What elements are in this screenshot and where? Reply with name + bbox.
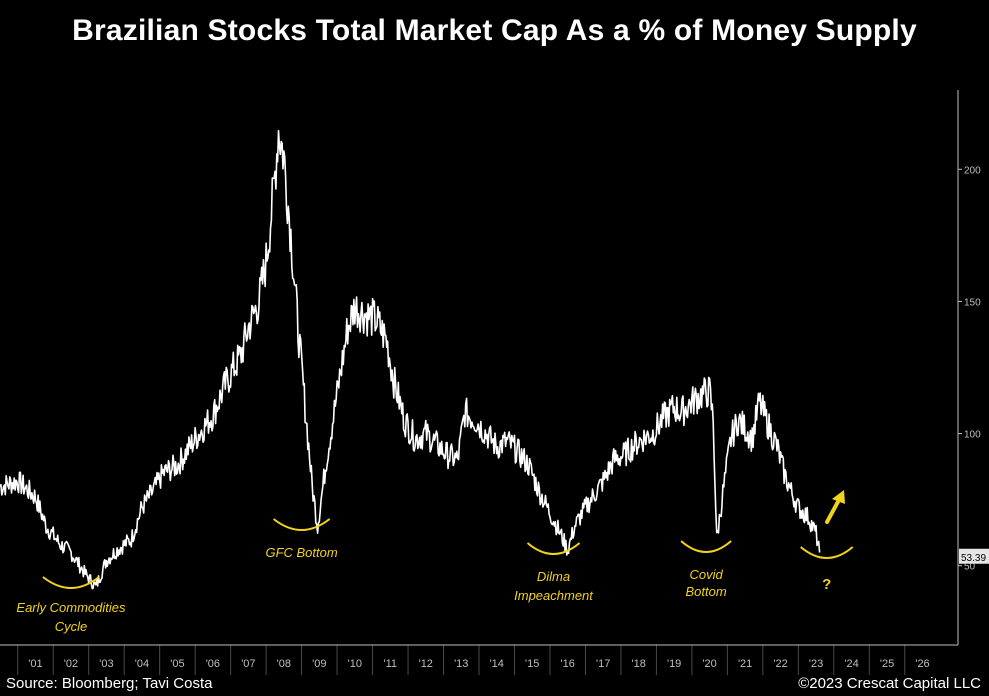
x-tick-label: '13 bbox=[454, 658, 468, 670]
x-tick-label: '23 bbox=[809, 658, 823, 670]
x-tick-label: '16 bbox=[561, 658, 575, 670]
y-tick-label: 50 bbox=[964, 562, 976, 573]
y-tick-label: 150 bbox=[964, 297, 981, 308]
x-tick-label: '21 bbox=[738, 658, 752, 670]
arrow-layer bbox=[825, 490, 845, 524]
copyright-note: ©2023 Crescat Capital LLC bbox=[798, 675, 981, 692]
chart-title: Brazilian Stocks Total Market Cap As a %… bbox=[72, 14, 917, 47]
x-tick-label: '24 bbox=[844, 658, 858, 670]
x-tick-label: '14 bbox=[490, 658, 504, 670]
x-tick-label: '12 bbox=[419, 658, 433, 670]
x-tick-label: '02 bbox=[64, 658, 78, 670]
x-tick-label: '04 bbox=[135, 658, 149, 670]
x-tick-label: '19 bbox=[667, 658, 681, 670]
up-arrow-head-icon bbox=[832, 490, 845, 504]
annotation-arc bbox=[526, 542, 581, 555]
annotation-label: Dilma bbox=[537, 569, 570, 584]
annotation-layer: Early Commodities Cycle GFC Bottom Dilma Imp… bbox=[16, 518, 854, 634]
x-tick-label: '26 bbox=[915, 658, 929, 670]
last-value-box bbox=[959, 548, 989, 564]
y-tick-label: 100 bbox=[964, 430, 981, 441]
x-tick-label: '11 bbox=[384, 658, 398, 670]
annotation-label: GFC Bottom bbox=[265, 545, 337, 560]
x-tick-label: '07 bbox=[241, 658, 255, 670]
axis-layer: 200 150 100 50 '01 '02 '03 '04 '05 '06 '07 '08 '09 '1… bbox=[0, 90, 981, 670]
last-value-layer: 53.39 bbox=[959, 548, 989, 564]
annotation-label: Covid bbox=[689, 567, 723, 582]
grid-layer bbox=[17, 645, 906, 675]
x-tick-label: '25 bbox=[880, 658, 894, 670]
annotation-label-line2: Bottom bbox=[685, 584, 726, 599]
x-tick-label: '01 bbox=[28, 658, 42, 670]
x-tick-label: '18 bbox=[631, 658, 645, 670]
x-tick-label: '06 bbox=[206, 658, 220, 670]
x-tick-label: '15 bbox=[525, 658, 539, 670]
x-tick-label: '22 bbox=[773, 658, 787, 670]
up-arrow-icon bbox=[825, 496, 842, 524]
last-value-label: 53.39 bbox=[961, 553, 986, 564]
annotation-arc bbox=[680, 540, 732, 553]
x-tick-label: '03 bbox=[99, 658, 113, 670]
annotation-label-line2: Impeachment bbox=[514, 588, 594, 603]
annotation-label: Early Commodities bbox=[16, 600, 126, 615]
annotation-arc bbox=[272, 518, 331, 531]
source-note: Source: Bloomberg; Tavi Costa bbox=[6, 675, 213, 692]
y-tick-label: 200 bbox=[964, 165, 981, 176]
series-line bbox=[0, 129, 821, 590]
annotation-arc bbox=[800, 546, 854, 559]
annotation-arc bbox=[42, 576, 100, 589]
x-tick-label: '20 bbox=[702, 658, 716, 670]
x-tick-label: '09 bbox=[312, 658, 326, 670]
x-tick-label: '17 bbox=[596, 658, 610, 670]
annotation-label: ? bbox=[822, 576, 831, 593]
x-tick-label: '08 bbox=[277, 658, 291, 670]
x-tick-label: '05 bbox=[170, 658, 184, 670]
x-tick-label: '10 bbox=[348, 658, 362, 670]
annotation-label-line2: Cycle bbox=[55, 619, 88, 634]
